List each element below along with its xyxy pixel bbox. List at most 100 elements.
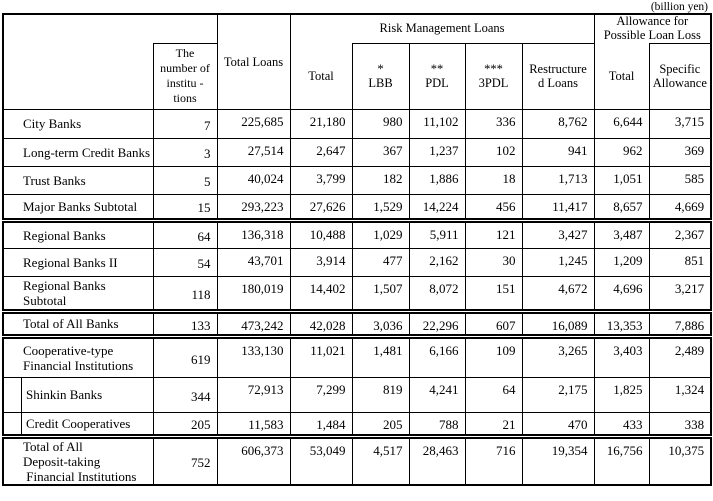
col-header-risk-total: Total: [289, 43, 353, 110]
cell-value: 338: [648, 411, 712, 437]
table-row: Total of All Banks 133 473,242 42,028 3,036 2…: [2, 308, 712, 337]
row-label: Total of All Deposit-taking Financial In…: [2, 433, 154, 485]
cell-value: 3,403: [593, 333, 650, 378]
cell-value: 606,373: [216, 433, 291, 485]
cell-value: 205: [351, 411, 410, 437]
cell-institution-count: 7: [152, 108, 218, 139]
cell-value: 42,028: [289, 308, 353, 337]
cell-value: 151: [464, 275, 523, 312]
col-header-allowance-total: Total: [593, 43, 650, 110]
cell-value: 433: [593, 411, 650, 437]
cell-value: 369: [648, 137, 712, 167]
cell-value: 473,242: [216, 308, 291, 337]
cell-value: 10,375: [648, 433, 712, 485]
cell-value: 8,762: [521, 108, 595, 139]
row-label: Long-term Credit Banks: [2, 137, 154, 167]
cell-value: 11,583: [216, 411, 291, 437]
risk-management-loans-table: Total Loans Risk Management Loans Allowa…: [2, 13, 713, 486]
cell-value: 180,019: [216, 275, 291, 312]
col-group-risk-management-loans: Risk Management Loans: [289, 13, 595, 43]
cell-value: 11,021: [289, 333, 353, 378]
cell-value: 30: [464, 247, 523, 277]
table-header: Total Loans Risk Management Loans Allowa…: [2, 13, 712, 110]
cell-value: 367: [351, 137, 410, 167]
cell-value: 3,715: [648, 108, 712, 139]
cell-value: 19,354: [521, 433, 595, 485]
header-row-groups: Total Loans Risk Management Loans Allowa…: [2, 13, 712, 110]
cell-value: 53,049: [289, 433, 353, 485]
cell-value: 3,427: [521, 217, 595, 249]
cell-value: 13,353: [593, 308, 650, 337]
row-label: Total of All Banks: [2, 308, 154, 337]
cell-value: 585: [648, 165, 712, 195]
cell-value: 3,265: [521, 333, 595, 378]
cell-value: 1,507: [351, 275, 410, 312]
cell-value: 293,223: [216, 193, 291, 221]
cell-value: 4,672: [521, 275, 595, 312]
row-label: Cooperative-type Financial Institutions: [2, 333, 154, 378]
cell-value: 18: [464, 165, 523, 195]
row-label: Regional Banks II: [2, 247, 154, 277]
cell-value: 8,657: [593, 193, 650, 221]
cell-institution-count: 752: [152, 433, 218, 485]
cell-value: 2,647: [289, 137, 353, 167]
table-row: Shinkin Banks 344 72,913 7,299 819 4,241 64 2,1…: [2, 376, 712, 413]
col-header-total-loans: Total Loans: [216, 13, 291, 110]
table-row: Regional Banks 64 136,318 10,488 1,029 5,911 1…: [2, 217, 712, 249]
cell-institution-count: 5: [152, 165, 218, 195]
cell-institution-count: 54: [152, 247, 218, 277]
cell-value: 14,224: [408, 193, 466, 221]
cell-value: 43,701: [216, 247, 291, 277]
col-group-allowance-for-possible-loan-loss: Allowance for Possible Loan Loss: [593, 13, 712, 43]
header-row-sub: The number of institu - tions Total * LB…: [2, 42, 712, 110]
cell-value: 11,102: [408, 108, 466, 139]
cell-value: 21,180: [289, 108, 353, 139]
cell-value: 3,217: [648, 275, 712, 312]
cell-value: 470: [521, 411, 595, 437]
table-row: Trust Banks 5 40,024 3,799 182 1,886 18 1,713 1,…: [2, 165, 712, 195]
cell-institution-count: 205: [152, 411, 218, 437]
cell-value: 182: [351, 165, 410, 195]
table-row: Regional Banks Subtotal 118 180,019 14,402 1…: [2, 275, 712, 312]
cell-value: 1,209: [593, 247, 650, 277]
cell-value: 121: [464, 217, 523, 249]
cell-value: 7,886: [648, 308, 712, 337]
cell-value: 102: [464, 137, 523, 167]
cell-value: 22,296: [408, 308, 466, 337]
table-row: City Banks 7 225,685 21,180 980 11,102 336 8,76…: [2, 108, 712, 139]
cell-value: 1,245: [521, 247, 595, 277]
cell-value: 7,299: [289, 376, 353, 413]
cell-value: 1,886: [408, 165, 466, 195]
cell-value: 4,241: [408, 376, 466, 413]
cell-value: 2,175: [521, 376, 595, 413]
col-header-number-of-institutions: The number of institu - tions: [152, 42, 218, 110]
cell-value: 941: [521, 137, 595, 167]
cell-value: 3,487: [593, 217, 650, 249]
cell-value: 1,529: [351, 193, 410, 221]
cell-value: 6,166: [408, 333, 466, 378]
cell-value: 4,669: [648, 193, 712, 221]
cell-value: 607: [464, 308, 523, 337]
cell-value: 1,481: [351, 333, 410, 378]
cell-value: 8,072: [408, 275, 466, 312]
cell-value: 819: [351, 376, 410, 413]
cell-value: 11,417: [521, 193, 595, 221]
cell-value: 64: [464, 376, 523, 413]
cell-value: 1,029: [351, 217, 410, 249]
table-row: Long-term Credit Banks 3 27,514 2,647 367 1,2…: [2, 137, 712, 167]
col-header-3pdl: *** 3PDL: [464, 42, 523, 110]
cell-value: 40,024: [216, 165, 291, 195]
col-header-lbb: * LBB: [351, 42, 410, 110]
cell-value: 136,318: [216, 217, 291, 249]
cell-value: 27,626: [289, 193, 353, 221]
cell-value: 21: [464, 411, 523, 437]
cell-value: 851: [648, 247, 712, 277]
cell-value: 14,402: [289, 275, 353, 312]
cell-value: 16,756: [593, 433, 650, 485]
row-label-header-empty: [2, 43, 154, 110]
cell-value: 456: [464, 193, 523, 221]
cell-value: 28,463: [408, 433, 466, 485]
cell-value: 4,696: [593, 275, 650, 312]
cell-value: 2,162: [408, 247, 466, 277]
